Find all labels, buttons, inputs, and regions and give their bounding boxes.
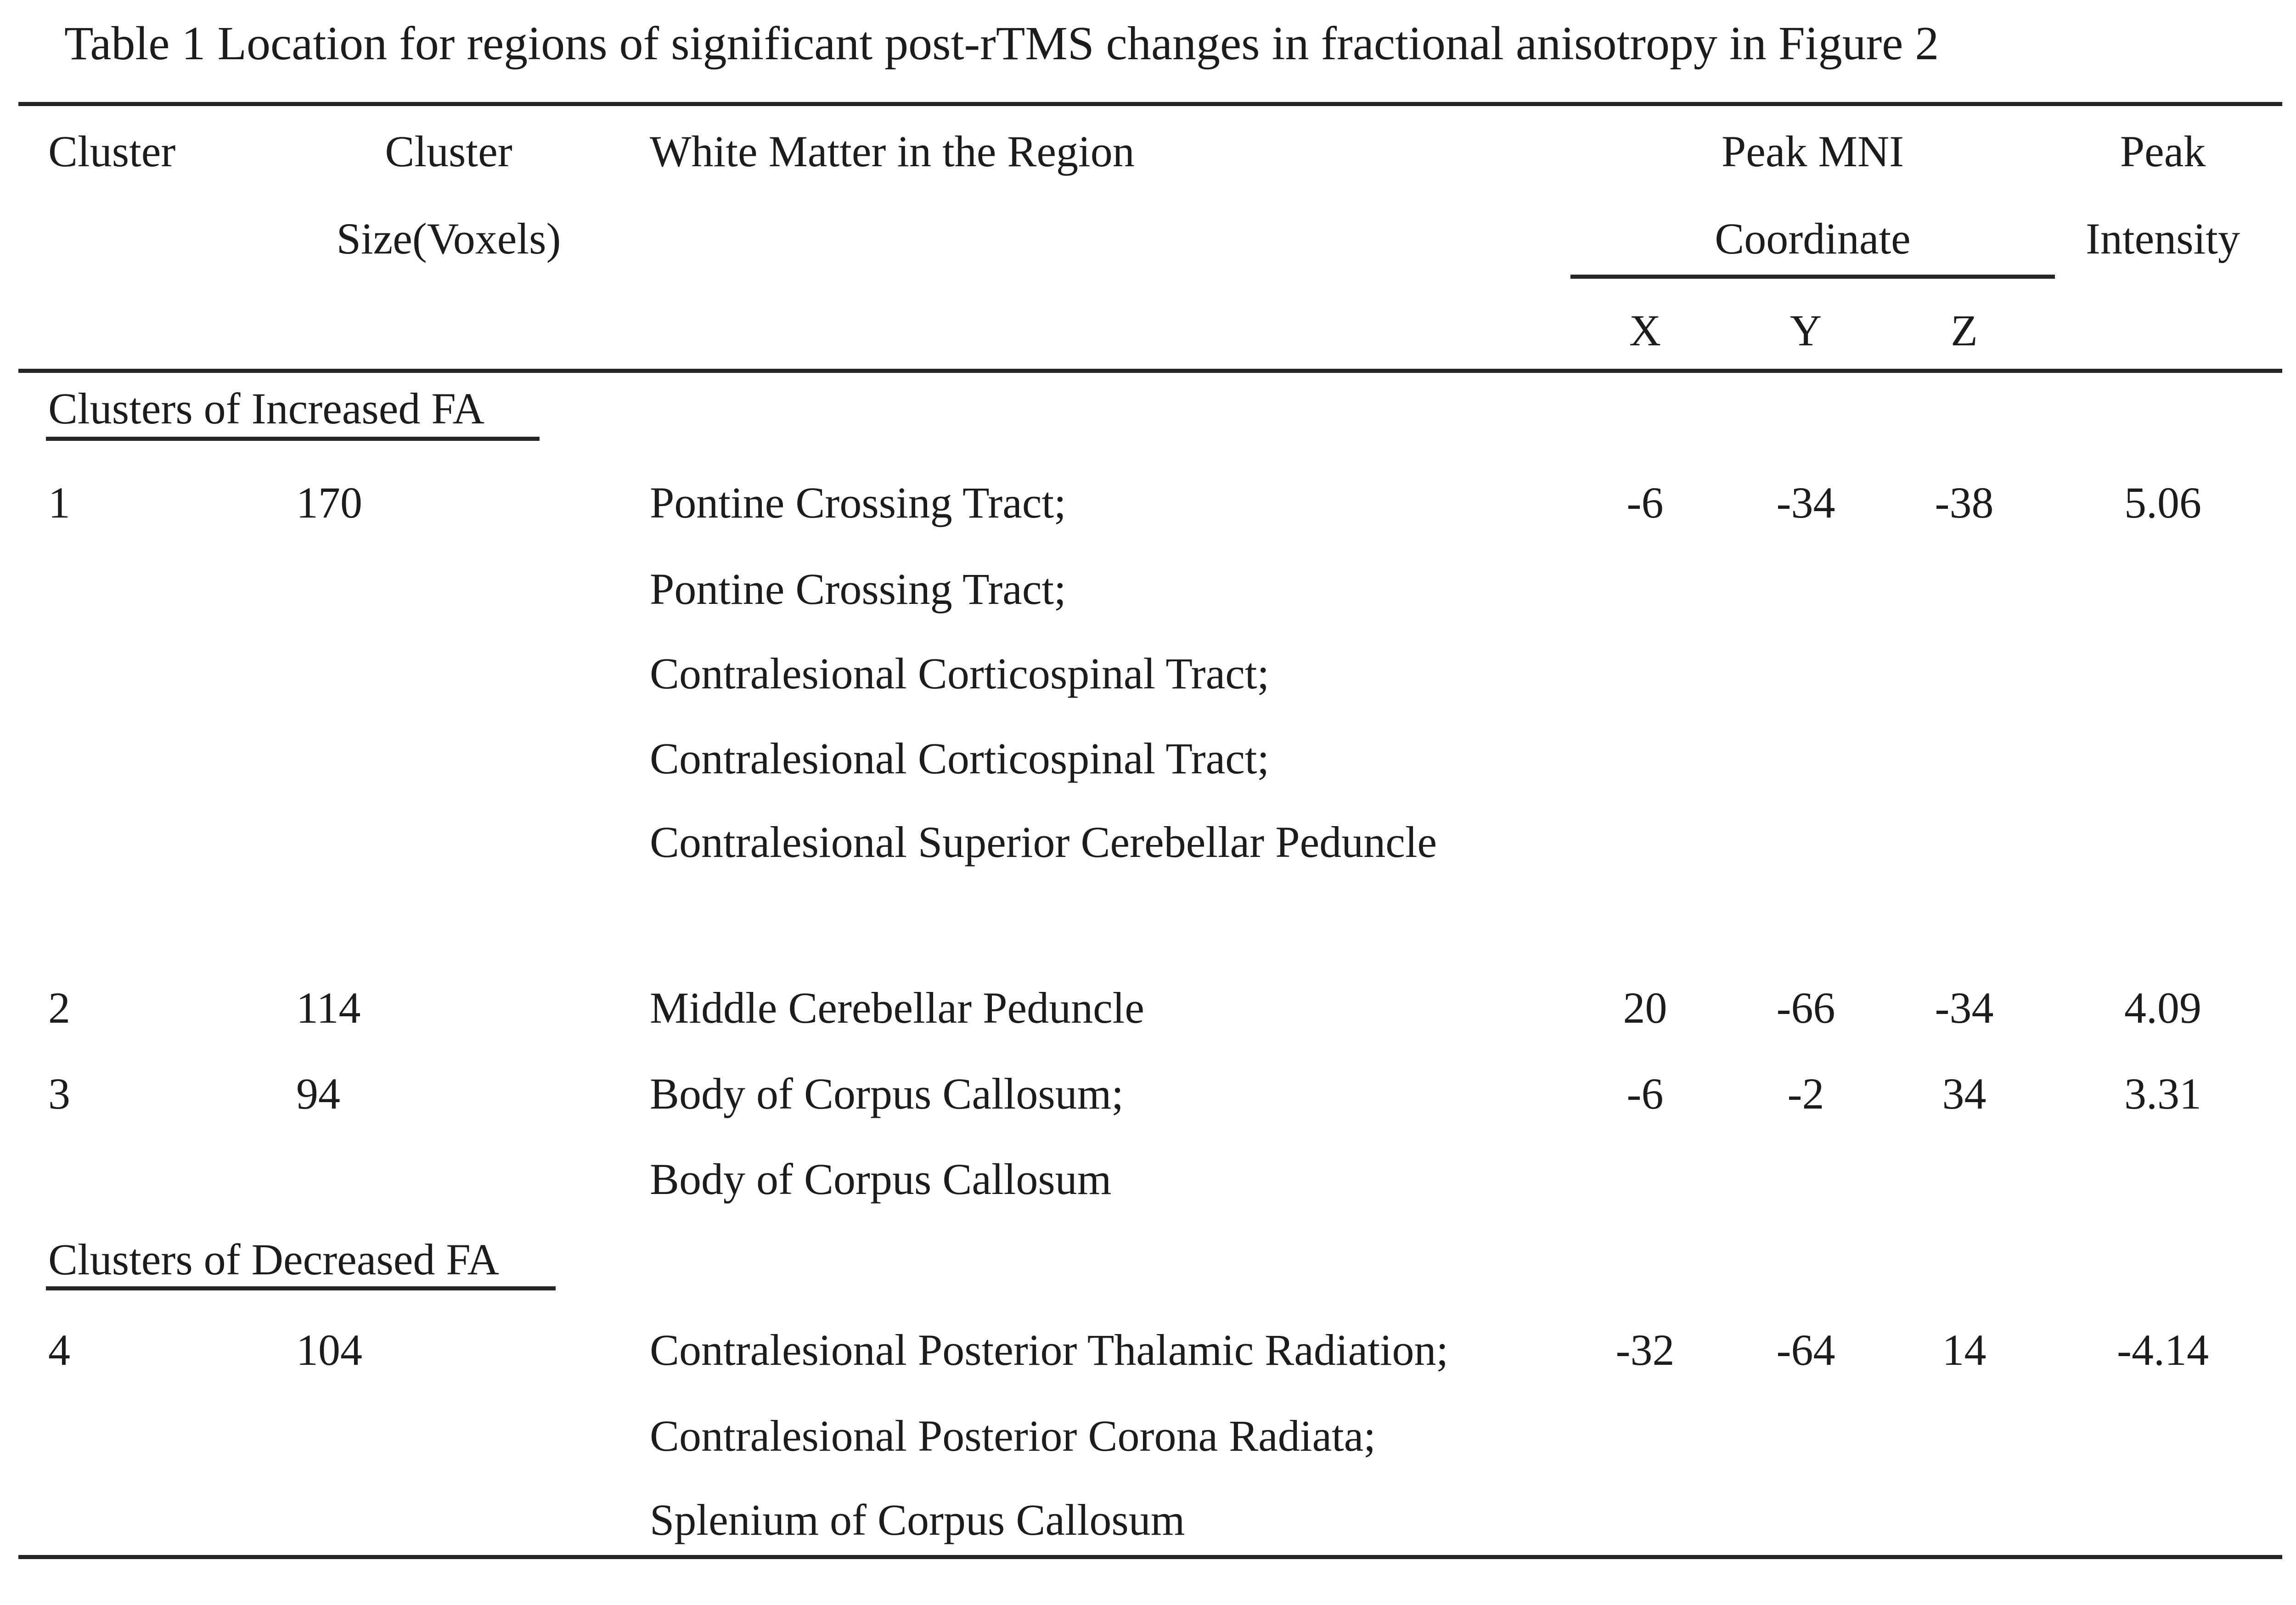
header-peak-mni-line1: Peak MNI [1721, 127, 1904, 176]
header-white-matter: White Matter in the Region [650, 127, 1135, 176]
cell-z: 34 [1942, 1069, 1986, 1118]
cell-region: Contralesional Corticospinal Tract; [650, 649, 1270, 698]
header-cluster-size-line2: Size(Voxels) [336, 214, 561, 263]
cell-z: -34 [1935, 983, 1994, 1032]
cell-region: Contralesional Posterior Corona Radiata; [650, 1411, 1376, 1460]
cell-x: -6 [1626, 1069, 1664, 1118]
peak-mni-group-rule [1570, 275, 2055, 279]
cell-region: Pontine Crossing Tract; [650, 564, 1066, 614]
header-y: Y [1790, 306, 1822, 355]
cell-cluster: 4 [48, 1325, 70, 1374]
cell-cluster: 2 [48, 983, 70, 1032]
table-caption-row: Table 1 Location for regions of signific… [0, 0, 2296, 87]
cell-peak-intensity: 3.31 [2124, 1069, 2201, 1118]
header-peak-intensity-line2: Intensity [2086, 214, 2240, 263]
table-row-continuation: Contralesional Corticospinal Tract; [0, 630, 2296, 717]
cell-z: 14 [1942, 1325, 1986, 1374]
cell-y: -66 [1776, 983, 1835, 1032]
section-decreased-fa-label: Clusters of Decreased FA [48, 1235, 499, 1284]
table-caption: Table 1 Location for regions of signific… [64, 17, 1939, 70]
table-bottom-rule [18, 1555, 2282, 1559]
cell-x: -6 [1626, 478, 1664, 527]
cell-size-voxels: 104 [296, 1325, 362, 1374]
cell-region: Body of Corpus Callosum; [650, 1069, 1124, 1118]
cell-region: Contralesional Posterior Thalamic Radiat… [650, 1325, 1449, 1374]
cell-peak-intensity: -4.14 [2117, 1325, 2209, 1374]
cell-region: Contralesional Superior Cerebellar Pedun… [650, 817, 1437, 867]
header-z: Z [1951, 306, 1978, 355]
cell-region: Contralesional Corticospinal Tract; [650, 734, 1270, 783]
cell-y: -64 [1776, 1325, 1835, 1374]
cell-z: -38 [1935, 478, 1994, 527]
cell-peak-intensity: 4.09 [2124, 983, 2201, 1032]
cell-size-voxels: 170 [296, 478, 362, 527]
header-cluster-size-line1: Cluster [385, 127, 512, 176]
table-row: 1 170 Pontine Crossing Tract; -6 -34 -38… [0, 459, 2296, 546]
cell-region: Splenium of Corpus Callosum [650, 1495, 1185, 1544]
cell-peak-intensity: 5.06 [2124, 478, 2201, 527]
table-row-continuation: Contralesional Posterior Corona Radiata; [0, 1392, 2296, 1480]
cell-region: Pontine Crossing Tract; [650, 478, 1066, 527]
table-row-continuation: Contralesional Superior Cerebellar Pedun… [0, 799, 2296, 886]
cell-x: 20 [1623, 983, 1667, 1032]
cell-region: Middle Cerebellar Peduncle [650, 983, 1144, 1032]
header-peak-intensity-line1: Peak [2120, 127, 2206, 176]
cell-cluster: 3 [48, 1069, 70, 1118]
cell-x: -32 [1615, 1325, 1675, 1374]
cell-region: Body of Corpus Callosum [650, 1154, 1112, 1204]
table-row-continuation: Pontine Crossing Tract; [0, 546, 2296, 633]
section-increased-fa: Clusters of Increased FA [0, 365, 2296, 452]
table-row-continuation: Contralesional Corticospinal Tract; [0, 715, 2296, 802]
header-cluster: Cluster [48, 127, 176, 176]
header-peak-mni-line2: Coordinate [1715, 214, 1911, 263]
section-increased-fa-label: Clusters of Increased FA [48, 384, 484, 433]
section-decreased-fa-underline [46, 1286, 556, 1290]
section-decreased-fa: Clusters of Decreased FA [0, 1216, 2296, 1303]
cell-y: -34 [1776, 478, 1835, 527]
cell-size-voxels: 114 [296, 983, 361, 1032]
section-increased-fa-underline [46, 437, 540, 441]
header-row-2: Size(Voxels) Coordinate Intensity [0, 195, 2296, 282]
table-row: 3 94 Body of Corpus Callosum; -6 -2 34 3… [0, 1050, 2296, 1138]
table-row-continuation: Body of Corpus Callosum [0, 1136, 2296, 1223]
header-row-xyz: X Y Z [0, 287, 2296, 374]
cell-y: -2 [1787, 1069, 1824, 1118]
table-row: 4 104 Contralesional Posterior Thalamic … [0, 1307, 2296, 1394]
cell-cluster: 1 [48, 478, 70, 527]
cell-size-voxels: 94 [296, 1069, 340, 1118]
header-row-1: Cluster Cluster White Matter in the Regi… [0, 108, 2296, 195]
table-row: 2 114 Middle Cerebellar Peduncle 20 -66 … [0, 964, 2296, 1052]
table-top-rule [18, 102, 2282, 106]
header-bottom-rule [18, 369, 2282, 373]
table-row-continuation: Splenium of Corpus Callosum [0, 1476, 2296, 1564]
header-x: X [1629, 306, 1661, 355]
